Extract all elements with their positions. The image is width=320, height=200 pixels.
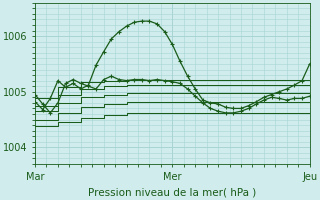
X-axis label: Pression niveau de la mer( hPa ): Pression niveau de la mer( hPa ) — [88, 187, 256, 197]
